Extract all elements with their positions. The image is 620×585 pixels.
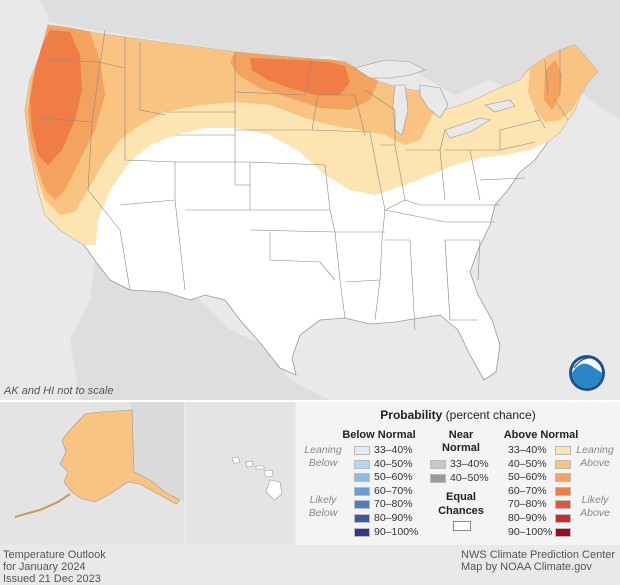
likely-above-line1: Likely (581, 494, 609, 506)
below-normal-swatch (354, 527, 370, 537)
hawaii-inset (186, 402, 294, 545)
near-normal-heading-2: Normal (442, 442, 480, 454)
below-normal-swatch (354, 500, 370, 510)
below-normal-label: 33–40% (374, 444, 413, 456)
panel-divider (0, 400, 620, 402)
lake-huron (419, 84, 449, 119)
hawaii-island-kauai (231, 456, 241, 465)
above-normal-label: 40–50% (508, 457, 547, 470)
above-normal-swatch (555, 527, 571, 537)
leaning-above-line1: Leaning (576, 444, 614, 456)
above-normal-swatch (555, 514, 571, 523)
above-normal-swatch (555, 446, 571, 455)
above-60-70-west-coast (30, 30, 82, 165)
likely-below-line2: Below (308, 507, 338, 519)
leaning-below-label: Leaning Below (298, 444, 348, 470)
hawaii-island-molokai (255, 465, 265, 470)
leaning-below-line2: Below (308, 457, 338, 469)
likely-above-line2: Above (580, 507, 610, 519)
conus-map (24, 0, 620, 400)
hawaii-map (186, 402, 294, 545)
above-normal-label: 80–90% (508, 512, 547, 524)
above-normal-swatch (555, 486, 571, 496)
lake-erie (444, 117, 491, 139)
likely-below-line1: Likely (309, 494, 337, 506)
legend-panel: Probability (percent chance) Below Norma… (296, 402, 620, 545)
alaska-map (0, 402, 184, 545)
near-normal-swatch (430, 460, 446, 469)
near-normal-label: 40–50% (450, 471, 489, 484)
equal-chances-line2: Chances (438, 505, 484, 517)
alaska-above-40-50 (59, 409, 181, 505)
below-normal-label: 70–80% (374, 498, 413, 511)
canada-land (40, 0, 620, 120)
footer-outlook-title: Temperature Outlook (3, 549, 106, 561)
near-normal-swatch (430, 473, 446, 483)
below-normal-swatch (354, 473, 370, 483)
state-boundaries (39, 29, 569, 331)
leaning-above-line2: Above (580, 457, 610, 469)
above-normal-swatch (555, 459, 571, 469)
leaning-below-line1: Leaning (304, 444, 342, 456)
near-normal-heading-1: Near (448, 429, 474, 441)
below-normal-label: 80–90% (374, 512, 413, 524)
likely-above-label: Likely Above (570, 494, 620, 520)
legend-title: Probability (percent chance) (296, 408, 620, 422)
legend-title-bold: Probability (380, 408, 443, 422)
footer-source: NWS Climate Prediction Center (461, 549, 616, 561)
above-60-70-dakotas (250, 58, 350, 95)
above-normal-label: 60–70% (508, 484, 547, 497)
above-normal-label: 70–80% (508, 498, 547, 511)
footer-credit: Map by NOAA Climate.gov (461, 561, 592, 573)
alaska-inset (0, 402, 184, 545)
above-50-60-new-england (544, 60, 562, 110)
mexico-land (70, 262, 330, 400)
footer-outlook-period: for January 2024 (3, 561, 86, 573)
equal-chances-swatch (453, 521, 471, 531)
below-normal-swatch (354, 486, 370, 496)
below-normal-label: 40–50% (374, 457, 413, 470)
below-normal-swatch (354, 514, 370, 523)
noaa-logo (569, 355, 605, 391)
above-normal-heading: Above Normal (503, 429, 579, 441)
equal-chances-line1: Equal (446, 491, 476, 503)
below-normal-swatch (354, 459, 370, 469)
above-normal-label: 33–40% (508, 444, 547, 456)
below-normal-label: 50–60% (374, 471, 413, 484)
likely-below-label: Likely Below (298, 494, 348, 520)
below-normal-label: 90–100% (374, 525, 419, 538)
lake-superior (354, 59, 426, 79)
lake-michigan (392, 84, 409, 136)
hawaii-island-maui (263, 469, 274, 478)
leaning-above-label: Leaning Above (570, 444, 620, 470)
below-normal-swatch (354, 446, 370, 455)
scale-note: AK and HI not to scale (4, 385, 114, 397)
below-normal-heading: Below Normal (342, 429, 416, 441)
hawaii-island-oahu (245, 460, 254, 468)
lake-ontario (484, 99, 516, 113)
below-normal-label: 60–70% (374, 484, 413, 497)
near-normal-label: 33–40% (450, 458, 489, 470)
hawaii-island-big (265, 479, 283, 501)
legend-title-rest: (percent chance) (442, 408, 536, 422)
above-normal-label: 90–100% (508, 525, 553, 538)
above-normal-label: 50–60% (508, 471, 547, 484)
above-normal-swatch (555, 500, 571, 510)
footer-issued-date: Issued 21 Dec 2023 (3, 573, 101, 585)
above-normal-swatch (555, 473, 571, 483)
